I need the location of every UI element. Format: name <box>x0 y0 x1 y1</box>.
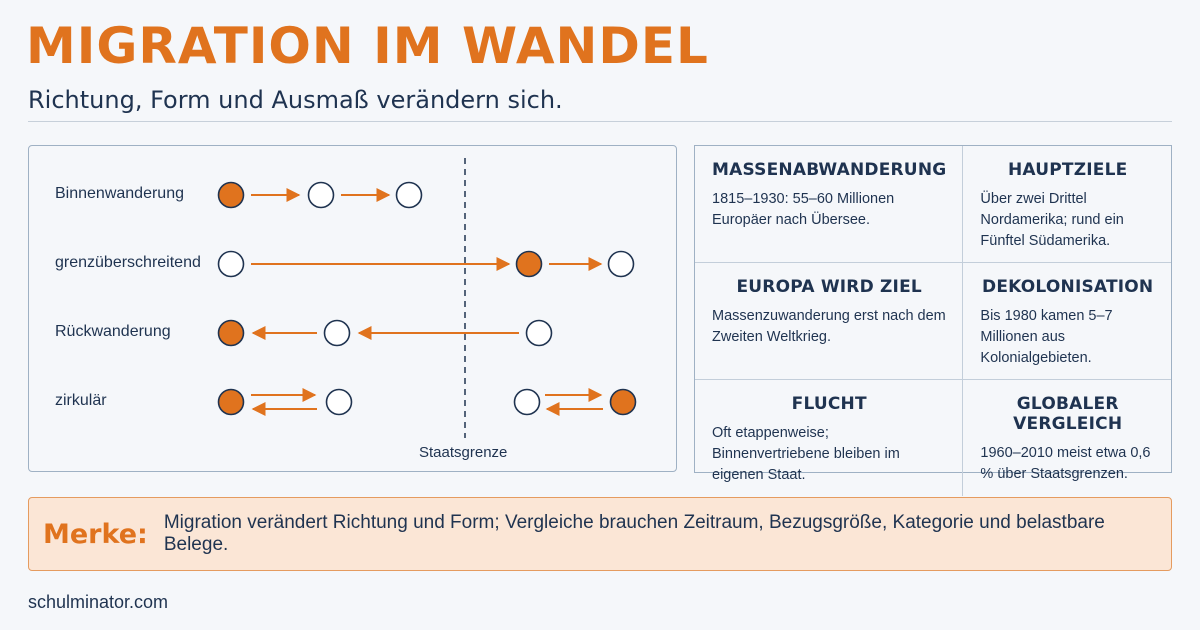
page-title: MIGRATION IM WANDEL <box>26 17 709 75</box>
merke-box: Merke: Migration verändert Richtung und … <box>28 497 1172 571</box>
state-border-label: Staatsgrenze <box>419 444 508 461</box>
fact-card: DEKOLONISATION Bis 1980 kamen 5–7 Millio… <box>963 263 1171 380</box>
fact-card: HAUPTZIELE Über zwei Drittel Nordamerika… <box>963 146 1171 263</box>
origin-node <box>513 388 541 416</box>
fact-heading: MASSENABWANDERUNG <box>712 160 947 180</box>
destination-node <box>325 388 353 416</box>
fact-text: 1815–1930: 55–60 Millionen Europäer nach… <box>712 191 895 228</box>
origin-node <box>217 181 245 209</box>
footer-site-link[interactable]: schulminator.com <box>28 592 169 612</box>
row-label-binnenwanderung: Binnenwanderung <box>55 185 184 202</box>
fact-card: FLUCHT Oft etappenweise; Binnenvertriebe… <box>695 380 964 496</box>
fact-card: EUROPA WIRD ZIEL Massenzuwanderung erst … <box>695 263 964 380</box>
header-divider <box>28 121 1172 122</box>
row-label-grenzueberschreitend: grenzüberschreitend <box>55 254 201 271</box>
destination-node <box>307 181 335 209</box>
fact-heading: FLUCHT <box>791 394 867 414</box>
row-label-zirkulaer: zirkulär <box>55 392 107 409</box>
fact-text: Massenzuwanderung erst nach dem Zweiten … <box>712 308 946 345</box>
intermediate-node <box>323 319 351 347</box>
destination-node <box>515 250 543 278</box>
fact-text: Über zwei Drittel Nordamerika; rund ein … <box>980 191 1124 249</box>
page-subtitle: Richtung, Form und Ausmaß verändern sich… <box>28 86 563 114</box>
origin-node <box>217 250 245 278</box>
merke-text: Migration verändert Richtung und Form; V… <box>163 512 1105 555</box>
fact-heading: DEKOLONISATION <box>982 277 1154 297</box>
origin-node <box>217 388 245 416</box>
origin-node <box>217 319 245 347</box>
fact-heading: GLOBALER VERGLEICH <box>1013 394 1123 434</box>
merke-label: Merke: <box>43 518 148 550</box>
destination-node <box>525 319 553 347</box>
fact-heading: EUROPA WIRD ZIEL <box>736 277 922 297</box>
fact-card: GLOBALER VERGLEICH 1960–2010 meist etwa … <box>963 380 1171 496</box>
fact-text: 1960–2010 meist etwa 0,6 % über Staatsgr… <box>980 445 1151 482</box>
fact-heading: HAUPTZIELE <box>1007 160 1128 180</box>
destination-node <box>395 181 423 209</box>
row-label-rueckwanderung: Rückwanderung <box>55 323 171 340</box>
migration-diagram-svg <box>217 158 637 438</box>
fact-card: MASSENABWANDERUNG 1815–1930: 55–60 Milli… <box>695 146 964 263</box>
migration-types-diagram: Binnenwanderung grenzüberschreitend Rück… <box>28 145 677 472</box>
fact-text: Oft etappenweise; Binnenvertriebene blei… <box>712 425 900 483</box>
destination-node <box>609 388 637 416</box>
facts-grid: MASSENABWANDERUNG 1815–1930: 55–60 Milli… <box>694 145 1172 496</box>
fact-text: Bis 1980 kamen 5–7 Millionen aus Kolonia… <box>980 308 1113 366</box>
destination-node <box>607 250 635 278</box>
